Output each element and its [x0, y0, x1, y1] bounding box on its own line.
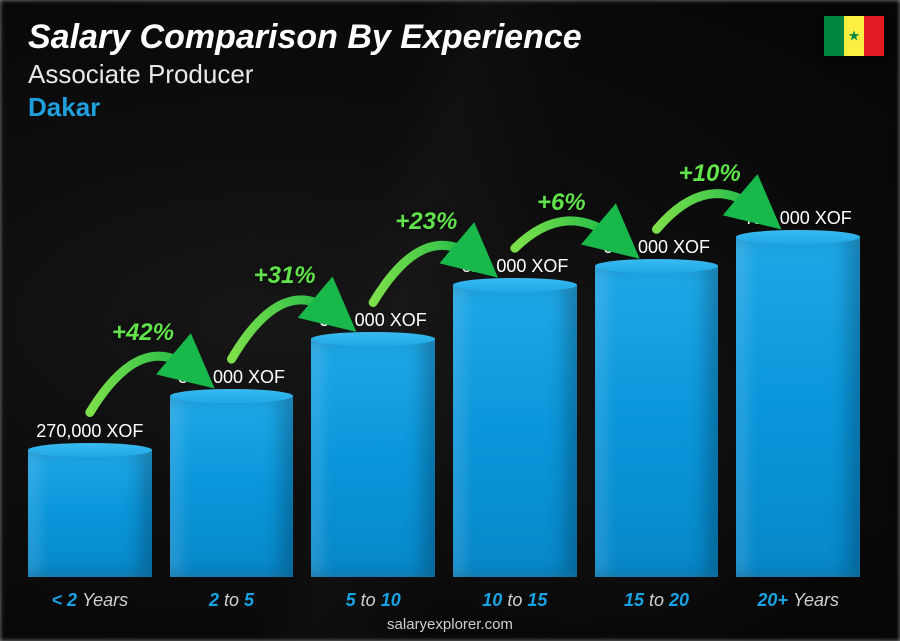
chart-location: Dakar — [28, 92, 880, 123]
growth-pct-label: +23% — [395, 208, 457, 236]
growth-pct-label: +6% — [537, 189, 586, 217]
flag-stripe-3 — [864, 16, 884, 56]
bar-value-label: 720,000 XOF — [745, 208, 852, 229]
bar-value-label: 618,000 XOF — [461, 256, 568, 277]
x-axis-label: 20+ Years — [736, 590, 860, 611]
bar-value-label: 383,000 XOF — [178, 367, 285, 388]
bar-value-label: 270,000 XOF — [36, 421, 143, 442]
bar-value-label: 503,000 XOF — [320, 310, 427, 331]
bar — [736, 237, 860, 577]
flag-stripe-2: ★ — [844, 16, 864, 56]
bar-group: 270,000 XOF< 2 Years — [28, 150, 152, 577]
bar — [28, 450, 152, 578]
bar — [311, 339, 435, 577]
x-axis-label: 10 to 15 — [453, 590, 577, 611]
flag-stripe-1 — [824, 16, 844, 56]
growth-pct-label: +31% — [254, 262, 316, 290]
chart-subtitle: Associate Producer — [28, 59, 880, 90]
bar-group: 383,000 XOF2 to 5 — [170, 150, 294, 577]
x-axis-label: 5 to 10 — [311, 590, 435, 611]
bar-group: 658,000 XOF15 to 20 — [595, 150, 719, 577]
content-area: Salary Comparison By Experience Associat… — [0, 0, 900, 641]
bar — [453, 285, 577, 577]
bar — [170, 396, 294, 577]
footer-credit: salaryexplorer.com — [0, 616, 900, 633]
x-axis-label: 2 to 5 — [170, 590, 294, 611]
bar-group: 720,000 XOF20+ Years — [736, 150, 860, 577]
flag-star-icon: ★ — [848, 28, 861, 45]
chart-title: Salary Comparison By Experience — [28, 18, 880, 57]
x-axis-label: < 2 Years — [28, 590, 152, 611]
country-flag-senegal: ★ — [824, 16, 884, 56]
growth-pct-label: +42% — [112, 319, 174, 347]
bar — [595, 266, 719, 577]
growth-pct-label: +10% — [679, 160, 741, 188]
x-axis-label: 15 to 20 — [595, 590, 719, 611]
bar-value-label: 658,000 XOF — [603, 237, 710, 258]
header: Salary Comparison By Experience Associat… — [28, 18, 880, 123]
